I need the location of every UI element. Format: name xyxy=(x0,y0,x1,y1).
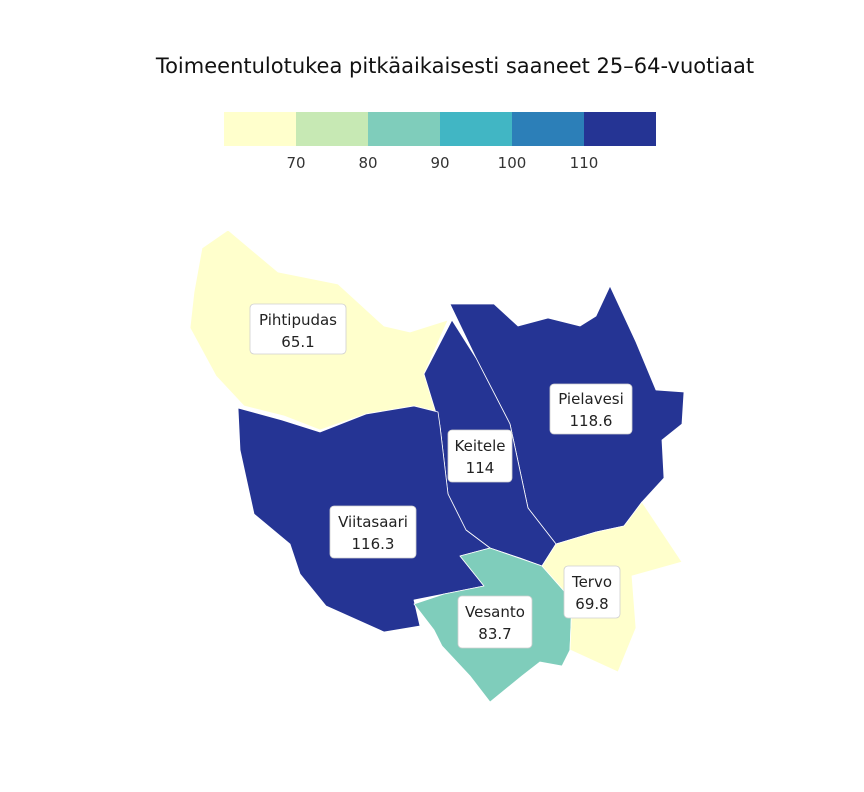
legend-tick-80: 80 xyxy=(358,154,378,172)
regions xyxy=(189,229,685,703)
label-vesanto: Vesanto 83.7 xyxy=(457,595,533,649)
label-pielavesi: Pielavesi 118.6 xyxy=(549,383,633,435)
label-keitele-value: 114 xyxy=(466,459,495,477)
legend-tick-70: 70 xyxy=(286,154,306,172)
legend-swatch-6 xyxy=(584,112,656,146)
label-viitasaari-name: Viitasaari xyxy=(338,513,408,531)
label-pihtipudas: Pihtipudas 65.1 xyxy=(249,303,347,355)
map-title: Toimeentulotukea pitkäaikaisesti saaneet… xyxy=(155,54,755,78)
legend-swatch-4 xyxy=(440,112,512,146)
label-tervo: Tervo 69.8 xyxy=(563,565,621,619)
label-keitele: Keitele 114 xyxy=(447,429,513,483)
legend-swatch-2 xyxy=(296,112,368,146)
label-vesanto-value: 83.7 xyxy=(478,625,511,643)
label-vesanto-name: Vesanto xyxy=(465,603,525,621)
label-pihtipudas-name: Pihtipudas xyxy=(259,311,337,329)
label-pielavesi-value: 118.6 xyxy=(570,412,613,430)
legend-colorbar xyxy=(224,112,656,146)
label-pielavesi-name: Pielavesi xyxy=(558,390,624,408)
legend-swatch-5 xyxy=(512,112,584,146)
legend-tick-100: 100 xyxy=(497,154,527,172)
legend-tick-90: 90 xyxy=(430,154,450,172)
label-tervo-value: 69.8 xyxy=(575,595,608,613)
legend-swatch-1 xyxy=(224,112,296,146)
label-pihtipudas-value: 65.1 xyxy=(281,333,314,351)
legend-tick-110: 110 xyxy=(569,154,599,172)
label-keitele-name: Keitele xyxy=(455,437,506,455)
label-tervo-name: Tervo xyxy=(571,573,612,591)
legend-swatch-3 xyxy=(368,112,440,146)
label-viitasaari-value: 116.3 xyxy=(352,535,395,553)
label-viitasaari: Viitasaari 116.3 xyxy=(329,505,417,559)
